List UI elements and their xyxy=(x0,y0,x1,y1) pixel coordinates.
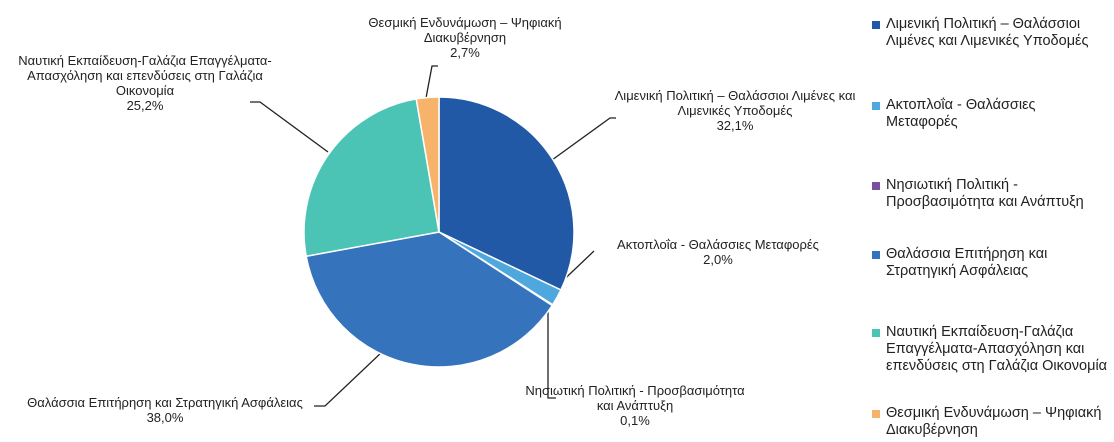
legend-label: Θεσμική Ενδυνάμωση – Ψηφιακή Διακυβέρνησ… xyxy=(886,405,1102,438)
leader-line xyxy=(551,117,616,161)
legend-swatch xyxy=(872,410,880,418)
data-label-name: Θεσμική Ενδυνάμωση – Ψηφιακή Διακυβέρνησ… xyxy=(368,15,562,45)
leader-line xyxy=(425,65,438,99)
legend-item: Νησιωτική Πολιτική - Προσβασιμότητα και … xyxy=(872,177,1108,211)
legend-swatch xyxy=(872,182,880,190)
data-label: Λιμενική Πολιτική – Θαλάσσιοι Λιμένες κα… xyxy=(612,88,858,133)
data-label: Θεσμική Ενδυνάμωση – Ψηφιακή Διακυβέρνησ… xyxy=(340,15,590,60)
legend-label: Νησιωτική Πολιτική - Προσβασιμότητα και … xyxy=(886,177,1084,210)
slice xyxy=(438,96,575,292)
leader-line xyxy=(547,300,556,399)
legend-label: Ακτοπλοΐα - Θαλάσσιες Μεταφορές xyxy=(886,97,1036,130)
data-label-value: 38,0% xyxy=(146,410,184,425)
slice xyxy=(305,231,554,368)
legend-item: Θεσμική Ενδυνάμωση – Ψηφιακή Διακυβέρνησ… xyxy=(872,405,1108,439)
legend-swatch xyxy=(872,329,880,337)
legend-label: Λιμενική Πολιτική – Θαλάσσιοι Λιμένες κα… xyxy=(886,16,1089,49)
data-label-value: 2,0% xyxy=(703,252,733,267)
data-label-name: Λιμενική Πολιτική – Θαλάσσιοι Λιμένες κα… xyxy=(614,88,856,118)
legend-label: Θαλάσσια Επιτήρηση και Στρατηγική Ασφάλε… xyxy=(886,246,1048,279)
leader-line xyxy=(314,351,383,407)
data-label-value: 25,2% xyxy=(126,98,164,113)
slice xyxy=(303,98,440,258)
data-label-name: Ναυτική Εκπαίδευση-Γαλάζια Επαγγέλματα-Α… xyxy=(18,53,272,98)
data-label: Νησιωτική Πολιτική - Προσβασιμότητα και … xyxy=(520,383,750,428)
legend-item: Ακτοπλοΐα - Θαλάσσιες Μεταφορές xyxy=(872,97,1108,131)
legend-swatch xyxy=(872,251,880,259)
data-label-value: 32,1% xyxy=(716,118,754,133)
slices xyxy=(303,96,575,368)
legend-item: Θαλάσσια Επιτήρηση και Στρατηγική Ασφάλε… xyxy=(872,246,1108,280)
leader-line xyxy=(250,101,329,153)
legend-swatch xyxy=(872,21,880,29)
legend-item: Λιμενική Πολιτική – Θαλάσσιοι Λιμένες κα… xyxy=(872,16,1108,50)
legend-item: Ναυτική Εκπαίδευση-Γαλάζια Επαγγέλματα-Α… xyxy=(872,324,1108,375)
data-label: Θαλάσσια Επιτήρηση και Στρατηγική Ασφάλε… xyxy=(25,395,305,425)
data-label: Ναυτική Εκπαίδευση-Γαλάζια Επαγγέλματα-Α… xyxy=(10,53,280,113)
legend-swatch xyxy=(872,102,880,110)
data-label-value: 2,7% xyxy=(450,45,480,60)
data-label-name: Θαλάσσια Επιτήρηση και Στρατηγική Ασφάλε… xyxy=(27,395,303,410)
data-label: Ακτοπλοΐα - Θαλάσσιες Μεταφορές 2,0% xyxy=(590,237,846,267)
legend-label: Ναυτική Εκπαίδευση-Γαλάζια Επαγγέλματα-Α… xyxy=(886,324,1108,374)
data-label-name: Ακτοπλοΐα - Θαλάσσιες Μεταφορές xyxy=(617,237,819,252)
data-label-name: Νησιωτική Πολιτική - Προσβασιμότητα και … xyxy=(525,383,745,413)
data-label-value: 0,1% xyxy=(620,413,650,428)
slice xyxy=(415,96,440,233)
